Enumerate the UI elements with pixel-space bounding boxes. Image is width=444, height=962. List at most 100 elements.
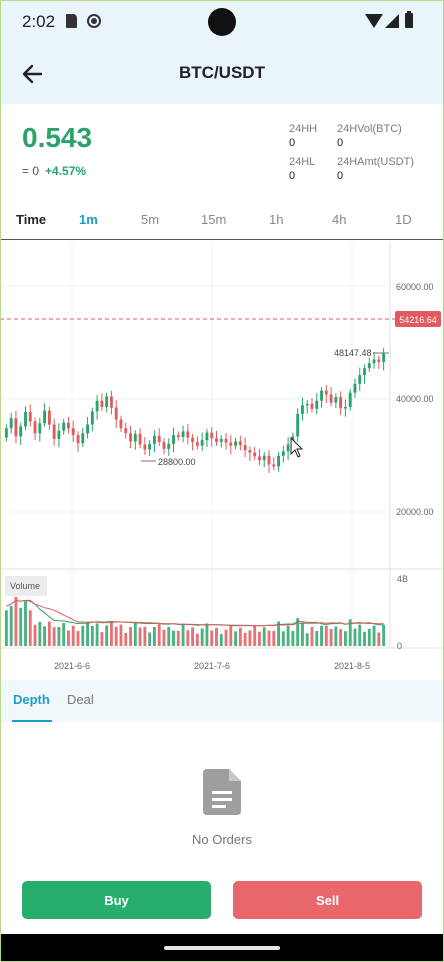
tab-deal[interactable]: Deal (67, 692, 94, 707)
volume-ma-line (6, 599, 384, 627)
y-tick-label: 20000.00 (396, 507, 434, 517)
candle-body (47, 410, 51, 425)
volume-bar (320, 625, 323, 646)
x-tick-label: 2021-6-6 (54, 661, 90, 671)
volume-bar (348, 619, 352, 646)
volume-bar (238, 627, 242, 646)
candle-body (105, 396, 109, 407)
volume-bar (243, 632, 247, 646)
candle-body (243, 445, 247, 451)
volume-bar (76, 631, 80, 646)
cursor-pointer-icon (290, 436, 304, 458)
volume-bar (367, 628, 371, 646)
candle-body (329, 394, 333, 403)
y-tick-label: 60000.00 (396, 282, 434, 292)
candle-body (372, 359, 376, 364)
candle-body (324, 390, 328, 395)
volume-bar (363, 631, 366, 646)
candle-body (353, 383, 357, 393)
kline-chart[interactable]: 54216.64 60000.00 40000.00 20000.00 4814… (0, 242, 444, 674)
tab-5m[interactable]: 5m (141, 212, 160, 227)
candle-body (129, 433, 132, 442)
candle-body (95, 400, 99, 412)
candle-body (100, 400, 104, 407)
current-price-text: 54216.64 (399, 315, 437, 325)
candle-body (382, 353, 386, 362)
volume-bar (124, 632, 128, 646)
volume-bar (253, 625, 257, 646)
volume-bar (305, 633, 309, 646)
home-gesture-pill[interactable] (164, 946, 280, 950)
volume-bar (167, 626, 171, 646)
stat-label: 24HL (289, 156, 316, 168)
x-tick-label: 2021-8-5 (334, 661, 370, 671)
sell-button[interactable]: Sell (233, 881, 422, 919)
candle-body (210, 432, 214, 439)
candle-body (114, 407, 118, 420)
volume-bar (4, 610, 8, 646)
candle-body (229, 442, 233, 446)
y-tick-label: 40000.00 (396, 394, 434, 404)
candle-body (367, 363, 371, 369)
document-icon (203, 769, 241, 815)
volume-bar (33, 624, 37, 646)
candle-body (320, 390, 323, 401)
candle-body (176, 435, 180, 437)
volume-bar (315, 631, 319, 646)
candle-body (38, 423, 42, 434)
x-tick-label: 2021-7-6 (194, 661, 230, 671)
candle-body (215, 438, 218, 442)
volume-bar (339, 629, 343, 646)
candle-body (334, 397, 338, 403)
tab-4h[interactable]: 4h (332, 212, 347, 227)
tab-15m[interactable]: 15m (201, 212, 227, 227)
candle-body (224, 438, 228, 443)
volume-bar (81, 625, 85, 646)
volume-bar (157, 624, 161, 646)
volume-bar (119, 624, 123, 646)
candle-body (67, 422, 70, 429)
volume-bar (95, 623, 99, 646)
volume-tick-label: 4B (397, 574, 408, 584)
candle-body (9, 418, 13, 429)
back-button[interactable] (16, 58, 48, 90)
volume-bar (195, 633, 199, 646)
kline-svg: 54216.64 60000.00 40000.00 20000.00 4814… (0, 242, 444, 671)
candle-body (33, 421, 37, 434)
candle-body (157, 435, 161, 442)
active-tab-indicator (12, 720, 52, 722)
volume-bar (24, 601, 27, 646)
volume-bar (258, 631, 261, 646)
volume-bar (343, 631, 347, 646)
volume-tick-label: 0 (397, 641, 402, 651)
min-price-label: 28800.00 (158, 457, 196, 467)
stat-label: 24HVol(BTC) (337, 123, 402, 135)
buy-button[interactable]: Buy (22, 881, 211, 919)
volume-bar (296, 618, 300, 646)
volume-bar (52, 627, 56, 646)
volume-bar (205, 623, 209, 646)
arrow-left-icon (22, 64, 43, 84)
candle-body (162, 442, 166, 449)
volume-bar (19, 607, 23, 646)
tab-1d[interactable]: 1D (395, 212, 412, 227)
stat-24h-volume: 24HVol(BTC) 0 (337, 122, 402, 150)
volume-bar (105, 625, 109, 646)
candle-body (315, 400, 319, 409)
volume-bar (210, 630, 214, 646)
stat-24h-low: 24HL 0 (289, 155, 315, 183)
volume-bar (133, 623, 137, 646)
candle-body (277, 455, 280, 467)
volume-bar (334, 626, 338, 646)
tab-1m[interactable]: 1m (79, 212, 98, 227)
candle-body (377, 359, 381, 362)
candle-body (86, 424, 89, 434)
candle-body (272, 464, 276, 467)
volume-bar (57, 627, 61, 646)
tab-1h[interactable]: 1h (269, 212, 284, 227)
volume-bar (143, 626, 147, 646)
tab-depth[interactable]: Depth (13, 692, 50, 707)
candle-body (234, 441, 238, 446)
volume-bar (110, 621, 113, 646)
candle-body (191, 437, 195, 442)
